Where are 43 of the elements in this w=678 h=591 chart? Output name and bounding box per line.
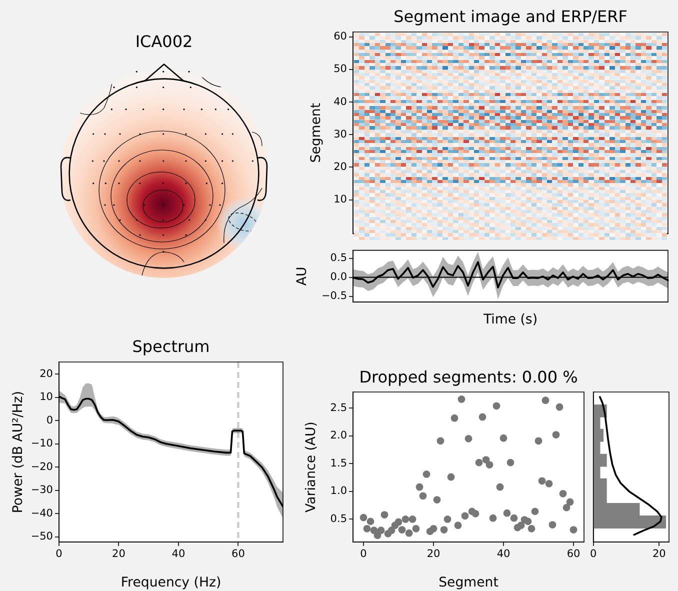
y-tick-label: 0.5	[330, 252, 347, 264]
y-tick-label: −20	[30, 460, 53, 473]
y-tick-label: 2.5	[330, 402, 347, 414]
x-axis-title: Frequency (Hz)	[120, 575, 222, 590]
x-tick-label: 0	[56, 548, 62, 560]
y-tick-label: 10	[40, 391, 53, 404]
text: ICA002	[135, 32, 193, 51]
y-tick-label: 20	[40, 368, 53, 380]
y-axis-title: Variance (AU)	[304, 422, 320, 512]
y-axis-title: Power (dB AU²/Hz)	[10, 390, 26, 514]
y-tick-label: 0.5	[330, 512, 347, 525]
y-tick-label: 20	[334, 160, 347, 173]
x-axis-title: Segment	[438, 575, 498, 590]
y-tick-label: 10	[334, 194, 347, 206]
chart-title: Spectrum	[132, 337, 210, 356]
y-tick-label: 0	[46, 414, 53, 426]
x-tick-label: 40	[496, 548, 510, 560]
y-tick-label: 30	[334, 128, 347, 140]
y-tick-label: −40	[30, 507, 53, 520]
x-tick-label: 20	[652, 548, 666, 560]
y-tick-label: −50	[30, 530, 53, 543]
y-tick-label: 2.0	[330, 430, 347, 442]
y-tick-label: 50	[334, 63, 347, 76]
y-tick-label: 40	[334, 96, 347, 108]
y-tick-label: 60	[334, 30, 347, 43]
x-tick-label: 20	[426, 548, 440, 560]
x-tick-label: 0	[590, 548, 597, 560]
x-axis-title: Time (s)	[482, 312, 538, 328]
y-axis-title: Segment	[309, 102, 324, 163]
x-tick-label: 40	[172, 548, 186, 560]
y-axis-title: AU	[294, 266, 310, 286]
y-tick-label: 1.0	[330, 485, 347, 498]
y-tick-label: −10	[30, 438, 53, 450]
x-tick-label: 0	[360, 548, 367, 560]
y-tick-label: −30	[30, 484, 53, 496]
y-tick-label: −0.5	[322, 290, 347, 302]
x-tick-label: 60	[566, 548, 580, 560]
chart-title: Dropped segments: 0.00 %	[359, 367, 578, 386]
chart-title: Segment image and ERP/ERF	[394, 7, 628, 26]
x-tick-label: 60	[232, 548, 245, 560]
x-tick-label: 20	[112, 548, 126, 560]
y-tick-label: 1.5	[330, 457, 347, 470]
y-tick-label: 0.0	[330, 271, 347, 284]
